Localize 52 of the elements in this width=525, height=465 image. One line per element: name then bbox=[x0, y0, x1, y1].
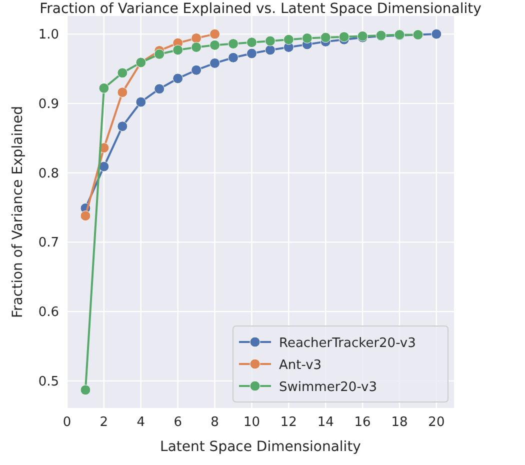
point bbox=[98, 82, 110, 94]
point bbox=[98, 161, 110, 172]
point bbox=[210, 58, 220, 68]
y-tick-label: 1.0 bbox=[38, 28, 59, 43]
y-axis-title: Fraction of Variance Explained bbox=[10, 106, 26, 318]
point bbox=[338, 32, 350, 42]
point bbox=[264, 44, 276, 56]
point bbox=[210, 28, 220, 40]
x-tick-label: 6 bbox=[174, 415, 182, 430]
point bbox=[136, 96, 146, 108]
point bbox=[172, 73, 184, 84]
x-tick-label: 10 bbox=[243, 415, 260, 430]
y-tick-label: 0.9 bbox=[38, 96, 59, 112]
point bbox=[117, 87, 128, 98]
point bbox=[320, 32, 331, 43]
legend-label: ReacherTracker20-v3 bbox=[279, 336, 416, 351]
point bbox=[117, 121, 128, 132]
y-tick-label: 0.8 bbox=[38, 166, 59, 182]
y-tick-label: 0.5 bbox=[38, 374, 59, 390]
point bbox=[191, 42, 202, 52]
point bbox=[80, 384, 91, 396]
point bbox=[264, 36, 276, 46]
point bbox=[283, 34, 294, 45]
point bbox=[80, 210, 91, 222]
x-tick-label: 14 bbox=[317, 415, 334, 430]
point bbox=[154, 48, 165, 60]
point bbox=[246, 48, 257, 59]
point bbox=[246, 37, 257, 48]
point bbox=[228, 38, 239, 49]
x-tick-label: 18 bbox=[391, 415, 408, 430]
legend-label: Swimmer20-v3 bbox=[279, 380, 378, 395]
x-tick-label: 2 bbox=[100, 415, 108, 430]
x-tick-label: 12 bbox=[280, 415, 297, 430]
point bbox=[191, 32, 202, 44]
point bbox=[431, 28, 442, 40]
point bbox=[172, 44, 184, 56]
point bbox=[228, 52, 239, 63]
x-tick-label: 0 bbox=[62, 415, 72, 430]
point bbox=[117, 68, 128, 78]
y-tick-label: 0.6 bbox=[38, 305, 59, 320]
point bbox=[302, 32, 312, 44]
x-tick-label: 4 bbox=[136, 415, 146, 430]
point bbox=[191, 64, 202, 76]
legend-label: Ant-v3 bbox=[279, 358, 322, 373]
x-tick-label: 16 bbox=[354, 415, 371, 430]
point bbox=[154, 84, 165, 94]
x-tick-label: 8 bbox=[210, 415, 219, 430]
chart-title: Fraction of Variance Explained vs. Latent Space Dimensionality bbox=[40, 1, 482, 17]
x-tick-label: 20 bbox=[428, 415, 445, 430]
point bbox=[210, 40, 220, 50]
x-axis-title: Latent Space Dimensionality bbox=[160, 439, 361, 455]
y-tick-label: 0.7 bbox=[38, 236, 59, 251]
